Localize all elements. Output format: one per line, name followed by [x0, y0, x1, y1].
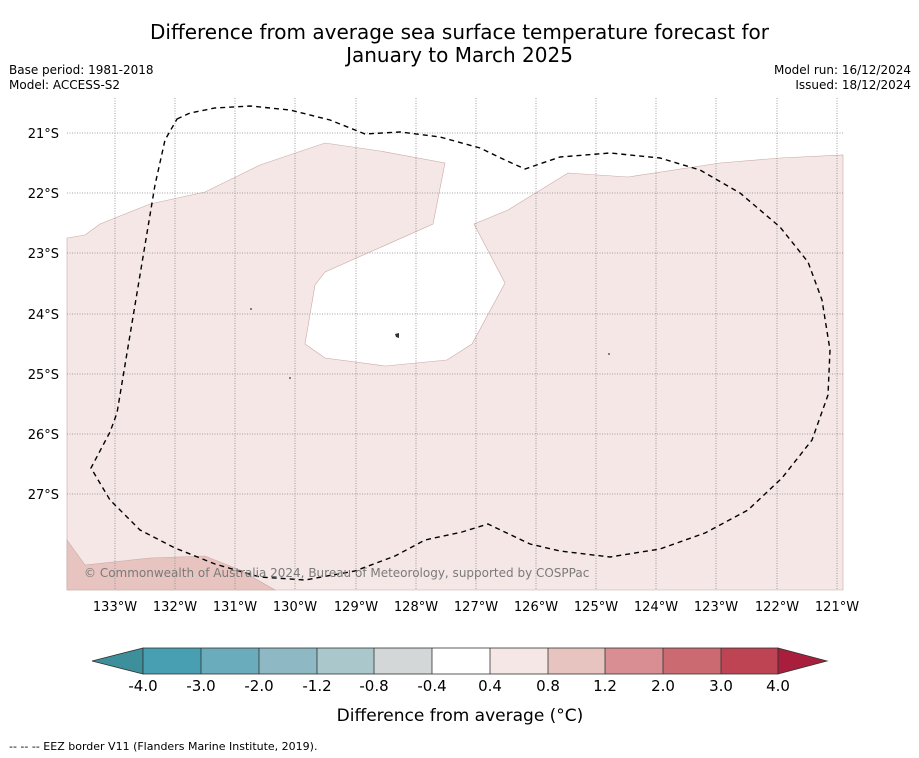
- colorbar-swatch: [143, 648, 201, 674]
- colorbar-swatch: [201, 648, 259, 674]
- lon-tick-label: 133°W: [93, 600, 137, 615]
- colorbar-tick-label: 4.0: [766, 677, 790, 695]
- colorbar: -4.0 -3.0 -2.0 -1.2 -0.8 -0.4 0.4 0.8 1.…: [91, 647, 829, 726]
- colorbar-swatch: [490, 648, 548, 674]
- map-title-line1: Difference from average sea surface temp…: [149, 20, 769, 44]
- colorbar-tick-label: 1.2: [593, 677, 617, 695]
- lon-tick-label: 124°W: [634, 600, 678, 615]
- model-name: Model: ACCESS-S2: [9, 78, 121, 92]
- model-run: Model run: 16/12/2024: [773, 63, 911, 77]
- lat-tick-label: 21°S: [28, 127, 59, 142]
- lat-tick-label: 23°S: [28, 247, 59, 262]
- lon-tick-label: 121°W: [815, 600, 859, 615]
- lon-tick-label: 122°W: [755, 600, 799, 615]
- lat-tick-label: 26°S: [28, 428, 59, 443]
- lat-tick-label: 22°S: [28, 187, 59, 202]
- grid-lines: [67, 98, 843, 590]
- colorbar-swatch: [432, 648, 490, 674]
- colorbar-swatch: [317, 648, 374, 674]
- colorbar-label: Difference from average (°C): [337, 706, 584, 726]
- lat-tick-label: 24°S: [28, 308, 59, 323]
- colorbar-tick-label: 2.0: [651, 677, 675, 695]
- colorbar-swatch: [259, 648, 317, 674]
- map-title-line2: January to March 2025: [346, 43, 573, 67]
- colorbar-tick-label: 0.8: [536, 677, 560, 695]
- lon-tick-label: 127°W: [454, 600, 498, 615]
- copyright-text: © Commonwealth of Australia 2024, Bureau…: [84, 566, 589, 580]
- lat-labels: 21°S 22°S 23°S 24°S 25°S 26°S 27°S: [28, 127, 59, 503]
- lon-labels: 133°W 132°W 131°W 130°W 129°W 128°W 127°…: [93, 600, 859, 615]
- colorbar-swatch: [605, 648, 663, 674]
- lat-tick-label: 27°S: [28, 488, 59, 503]
- lon-tick-label: 125°W: [574, 600, 618, 615]
- anomaly-region-0.8-1.2: [66, 539, 277, 591]
- lon-tick-label: 132°W: [153, 600, 197, 615]
- island: [608, 353, 610, 355]
- lat-tick-label: 25°S: [28, 368, 59, 383]
- colorbar-swatch: [374, 648, 432, 674]
- anomaly-region-0.4-0.8: [66, 142, 844, 591]
- base-period: Base period: 1981-2018: [9, 63, 154, 77]
- island: [395, 333, 399, 338]
- colorbar-extend-low: [91, 647, 144, 675]
- eez-border: [90, 105, 831, 581]
- lon-tick-label: 126°W: [514, 600, 558, 615]
- island: [289, 377, 291, 379]
- issued-date: Issued: 18/12/2024: [795, 78, 911, 92]
- colorbar-outline: [142, 647, 779, 675]
- eez-footnote: -- -- -- EEZ border V11 (Flanders Marine…: [9, 740, 318, 753]
- colorbar-tick-label: -0.4: [417, 677, 446, 695]
- lon-tick-label: 128°W: [394, 600, 438, 615]
- island: [250, 308, 252, 310]
- colorbar-tick-label: -2.0: [244, 677, 273, 695]
- colorbar-tick-label: -4.0: [128, 677, 157, 695]
- lon-tick-label: 123°W: [694, 600, 738, 615]
- colorbar-swatch: [663, 648, 721, 674]
- colorbar-tick-label: 0.4: [478, 677, 502, 695]
- lon-tick-label: 130°W: [273, 600, 317, 615]
- colorbar-tick-label: -0.8: [359, 677, 388, 695]
- colorbar-extend-high: [777, 647, 829, 675]
- lon-tick-label: 129°W: [334, 600, 378, 615]
- colorbar-tick-label: -3.0: [186, 677, 215, 695]
- colorbar-tick-label: 3.0: [709, 677, 733, 695]
- colorbar-swatch: [721, 648, 778, 674]
- colorbar-swatch: [548, 648, 605, 674]
- colorbar-tick-label: -1.2: [302, 677, 331, 695]
- lon-tick-label: 131°W: [213, 600, 257, 615]
